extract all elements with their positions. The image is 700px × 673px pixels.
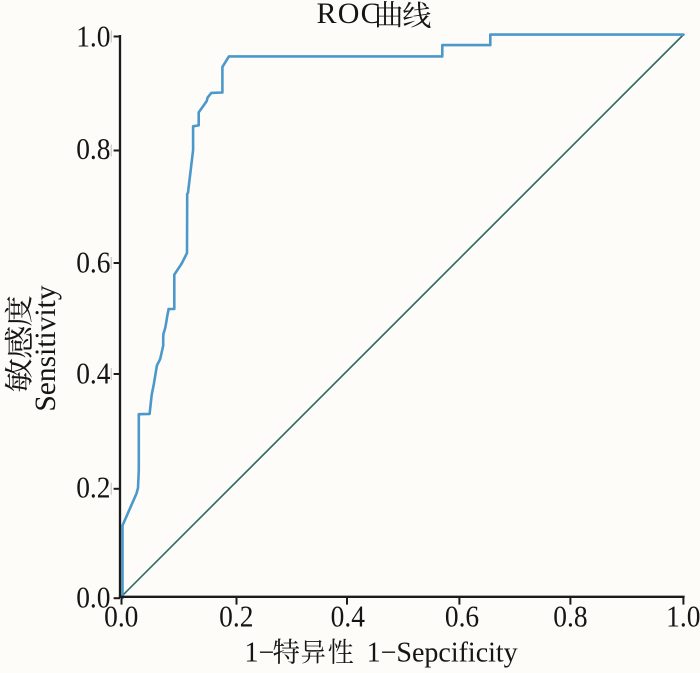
svg-text:1−: 1− [245, 638, 275, 668]
svg-text:0.0: 0.0 [104, 600, 138, 634]
svg-text:ROC: ROC [317, 0, 382, 30]
svg-text:1.0: 1.0 [666, 600, 700, 634]
svg-text:0.4: 0.4 [331, 600, 365, 634]
svg-text:0.8: 0.8 [76, 132, 110, 166]
svg-text:0.2: 0.2 [219, 600, 253, 634]
svg-text:0.8: 0.8 [553, 600, 587, 634]
svg-text:0.0: 0.0 [76, 581, 110, 615]
svg-text:1−Sepcificity: 1−Sepcificity [367, 638, 518, 668]
svg-text:0.6: 0.6 [445, 600, 479, 634]
svg-text:1.0: 1.0 [76, 20, 110, 54]
svg-text:0.4: 0.4 [76, 357, 110, 391]
svg-text:0.2: 0.2 [76, 471, 110, 505]
svg-text:0.6: 0.6 [76, 246, 110, 280]
svg-text:Sensitivity: Sensitivity [30, 285, 62, 411]
